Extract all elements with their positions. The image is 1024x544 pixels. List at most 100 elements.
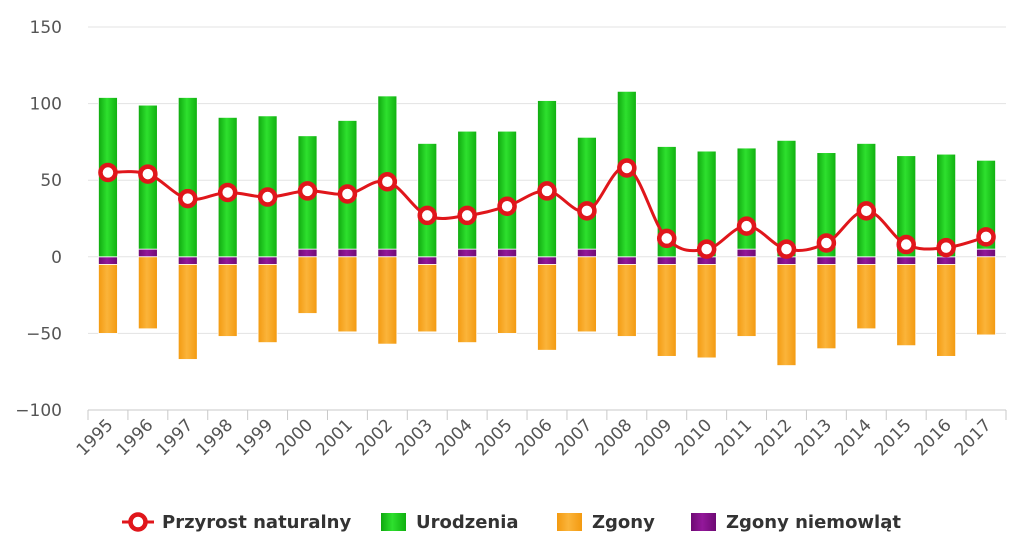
line-point bbox=[816, 233, 837, 253]
bar-zgony-niemowlat bbox=[137, 248, 158, 258]
legend-color-box bbox=[557, 513, 582, 531]
bar-zgony-niemowlat bbox=[936, 256, 957, 265]
bar-urodzenia bbox=[976, 159, 996, 250]
x-tick-label: 2002 bbox=[352, 415, 397, 460]
legend-label: Przyrost naturalny bbox=[162, 512, 351, 533]
legend-label: Zgony bbox=[592, 512, 655, 533]
bar-urodzenia bbox=[896, 155, 917, 258]
legend-item: Przyrost naturalny bbox=[122, 512, 351, 533]
bar-urodzenia bbox=[177, 97, 198, 258]
legend-label: Zgony niemowląt bbox=[726, 512, 901, 533]
x-axis: 1995199619971998199920002001200220032004… bbox=[73, 409, 1007, 460]
x-tick-label: 2010 bbox=[671, 415, 716, 460]
bar-zgony-niemowlat bbox=[577, 248, 597, 258]
x-tick-label: 2007 bbox=[552, 415, 597, 460]
y-tick-label: 150 bbox=[30, 18, 62, 38]
line-point bbox=[178, 188, 198, 209]
bar-zgony bbox=[976, 256, 996, 336]
x-tick-label: 1995 bbox=[73, 415, 118, 460]
x-tick-label: 2017 bbox=[951, 415, 996, 460]
bar-zgony bbox=[217, 264, 238, 337]
bar-urodzenia bbox=[417, 143, 438, 258]
line-point bbox=[577, 201, 597, 221]
line-point bbox=[297, 181, 318, 201]
line-point bbox=[98, 162, 118, 183]
line-point bbox=[617, 158, 637, 178]
line-point bbox=[656, 228, 677, 249]
x-tick-label: 1997 bbox=[153, 415, 198, 460]
bar-zgony-niemowlat bbox=[257, 256, 278, 265]
line-series bbox=[98, 158, 996, 259]
bar-urodzenia bbox=[816, 152, 837, 258]
bar-zgony-niemowlat bbox=[656, 256, 677, 265]
line-point bbox=[257, 187, 278, 207]
bar-zgony bbox=[577, 256, 597, 333]
bar-zgony bbox=[377, 256, 398, 345]
bar-zgony-niemowlat bbox=[177, 256, 198, 265]
line-point bbox=[497, 196, 517, 216]
bar-urodzenia bbox=[856, 143, 877, 258]
bar-zgony bbox=[98, 264, 118, 334]
legend-item: Zgony niemowląt bbox=[691, 512, 901, 533]
bar-zgony-niemowlat bbox=[497, 248, 517, 258]
bar-zgony-niemowlat bbox=[98, 256, 118, 265]
legend-item: Urodzenia bbox=[381, 512, 519, 533]
y-axis: −100 −50 0 50 100 150 bbox=[15, 18, 62, 421]
legend: Przyrost naturalny Urodzenia Zgony Zgony ni… bbox=[122, 512, 901, 533]
y-tick-label: 50 bbox=[40, 171, 62, 191]
y-tick-label: 0 bbox=[51, 248, 62, 268]
x-tick-label: 2008 bbox=[592, 415, 637, 460]
line-point bbox=[337, 184, 358, 204]
line-point bbox=[896, 234, 916, 255]
x-tick-label: 1996 bbox=[113, 415, 158, 460]
bar-zgony bbox=[417, 264, 438, 333]
bar-zgony-niemowlat bbox=[896, 256, 917, 265]
bars bbox=[98, 90, 996, 366]
bar-zgony-niemowlat bbox=[377, 248, 398, 258]
line-point bbox=[736, 216, 757, 236]
bar-zgony bbox=[776, 264, 797, 366]
bar-urodzenia bbox=[776, 139, 797, 258]
y-tick-label: −100 bbox=[15, 401, 62, 421]
bar-zgony-niemowlat bbox=[976, 248, 996, 258]
x-tick-label: 2006 bbox=[512, 415, 557, 460]
bar-zgony bbox=[816, 264, 837, 350]
x-tick-label: 2015 bbox=[871, 415, 916, 460]
x-tick-label: 2000 bbox=[272, 415, 317, 460]
bar-zgony-niemowlat bbox=[816, 256, 837, 265]
bar-zgony-niemowlat bbox=[856, 256, 877, 265]
bar-zgony bbox=[337, 256, 358, 333]
bar-urodzenia bbox=[537, 100, 557, 258]
x-tick-label: 2012 bbox=[751, 415, 796, 460]
line-point bbox=[217, 182, 238, 203]
bar-zgony bbox=[856, 264, 877, 330]
bar-zgony bbox=[936, 264, 957, 357]
bar-zgony-niemowlat bbox=[337, 248, 358, 258]
y-tick-label: 100 bbox=[30, 95, 62, 115]
line-point bbox=[537, 181, 557, 201]
bar-zgony bbox=[297, 256, 318, 314]
legend-item: Zgony bbox=[557, 512, 655, 533]
legend-color-box bbox=[381, 513, 406, 531]
bar-zgony bbox=[457, 256, 478, 343]
legend-point-symbol bbox=[128, 512, 148, 532]
line-point bbox=[776, 239, 797, 259]
bar-zgony bbox=[616, 264, 637, 337]
bar-zgony bbox=[896, 264, 917, 347]
bar-zgony bbox=[177, 264, 198, 360]
bar-zgony-niemowlat bbox=[297, 248, 318, 258]
line-point bbox=[138, 164, 158, 184]
x-tick-label: 2003 bbox=[392, 415, 437, 460]
x-tick-label: 2016 bbox=[911, 415, 956, 460]
bar-urodzenia bbox=[577, 136, 597, 250]
x-tick-label: 2001 bbox=[312, 415, 357, 460]
bar-zgony-niemowlat bbox=[736, 248, 757, 258]
x-tick-label: 2005 bbox=[472, 415, 517, 460]
bar-urodzenia bbox=[457, 130, 478, 250]
bar-urodzenia bbox=[497, 130, 517, 250]
x-tick-label: 2014 bbox=[831, 415, 876, 460]
bar-zgony bbox=[656, 264, 677, 357]
line-point bbox=[377, 171, 398, 192]
